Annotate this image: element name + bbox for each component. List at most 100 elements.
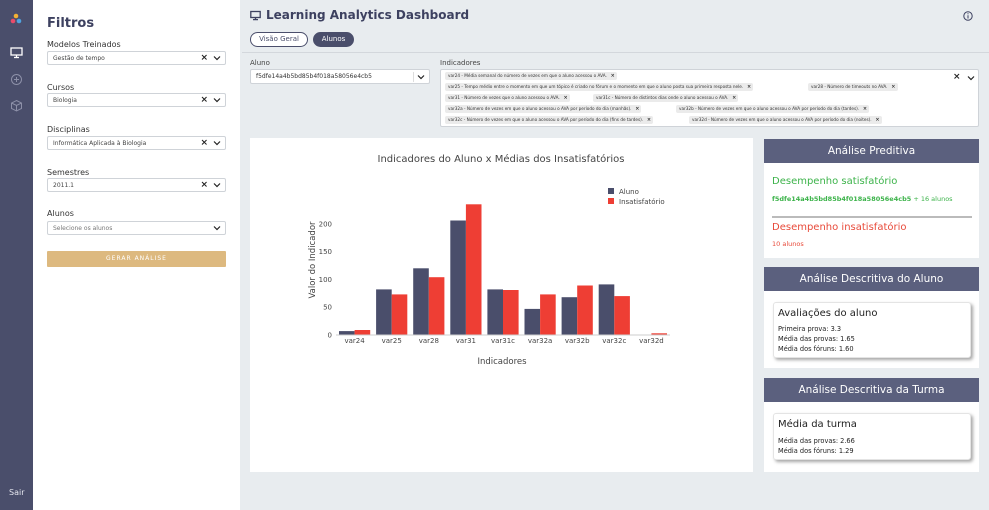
class-average-card: Média da turma Média das provas: 2.66 Mé… <box>773 413 971 460</box>
indicator-chip[interactable]: var32b - Número de vezes em que o aluno … <box>676 105 870 113</box>
chart-legend[interactable]: Aluno Insatisfatório <box>608 188 665 206</box>
alunos-placeholder: Selecione os alunos <box>53 225 113 232</box>
class-average-title: Média da turma <box>778 419 857 430</box>
indicator-chip[interactable]: var31 - Número de vezes que o aluno aces… <box>445 94 570 102</box>
semestres-label: Semestres <box>47 168 90 177</box>
bar-insatisfat-rio-var32a[interactable] <box>540 294 556 335</box>
clear-icon[interactable]: × <box>200 138 208 148</box>
chip-label: var32a - Número de vezes em que o aluno … <box>448 106 632 111</box>
indicadores-multiselect[interactable]: var24 - Média semanal do número de vezes… <box>440 69 979 127</box>
app-logo-icon[interactable] <box>10 13 22 25</box>
alunos-select[interactable]: Selecione os alunos <box>47 221 226 235</box>
info-icon[interactable] <box>963 11 973 21</box>
remove-icon[interactable]: × <box>862 106 868 112</box>
indicator-chip[interactable]: var32c - Número de vezes em que o aluno … <box>445 116 654 124</box>
remove-icon[interactable]: × <box>635 106 640 112</box>
remove-icon[interactable]: × <box>875 117 880 123</box>
indicator-chip[interactable]: var28 - Número de timeouts no AVA. × <box>808 83 898 91</box>
satisfactory-student-id[interactable]: f5dfe14a4b5bd85b4f018a58056e4cb5 <box>772 195 912 203</box>
satisfactory-students: f5dfe14a4b5bd85b4f018a58056e4cb5 + 16 al… <box>772 194 972 204</box>
legend-swatch[interactable] <box>608 198 614 204</box>
legend-swatch[interactable] <box>608 188 614 194</box>
modelos-select[interactable]: Gestão de tempo × <box>47 51 226 65</box>
cursos-select[interactable]: Biologia × <box>47 93 226 107</box>
gerar-analise-button[interactable]: GERAR ANÁLISE <box>47 251 226 267</box>
x-tick-label: var28 <box>419 337 439 345</box>
predictive-panel-title: Análise Preditiva <box>764 139 979 163</box>
indicator-chip[interactable]: var31c - Número de distintos dias onde o… <box>593 94 739 102</box>
bar-aluno-var31[interactable] <box>450 220 466 336</box>
remove-icon[interactable]: × <box>746 84 752 90</box>
student-grades-card: Avaliações do aluno Primeira prova: 3.3 … <box>773 302 971 358</box>
remove-icon[interactable]: × <box>563 95 568 101</box>
indicators-chart-panel: Indicadores do Aluno x Médias dos Insati… <box>250 138 753 472</box>
bar-aluno-var32c[interactable] <box>598 284 615 335</box>
logout-link[interactable]: Sair <box>9 488 25 497</box>
indicator-chip[interactable]: var32a - Número de vezes em que o aluno … <box>445 105 642 113</box>
chevron-down-icon[interactable] <box>213 181 221 189</box>
unsatisfactory-title: Desempenho insatisfatório <box>772 222 907 233</box>
chevron-down-icon[interactable] <box>417 73 425 81</box>
clear-icon[interactable]: × <box>200 180 208 190</box>
chip-label: var32b - Número de vezes em que o aluno … <box>679 106 860 111</box>
add-circle-icon[interactable] <box>10 73 23 86</box>
semestres-value: 2011.1 <box>53 182 74 189</box>
predictive-analysis-panel: Análise Preditiva Desempenho satisfatóri… <box>764 139 979 258</box>
indicator-chip[interactable]: var24 - Média semanal do número de vezes… <box>445 72 617 80</box>
chevron-down-icon[interactable] <box>213 139 221 147</box>
chip-label: var31 - Número de vezes que o aluno aces… <box>448 95 560 100</box>
bar-aluno-var25[interactable] <box>376 289 392 335</box>
legend-label[interactable]: Aluno <box>619 188 639 196</box>
y-tick-label: 50 <box>323 304 332 312</box>
tab-visao-geral[interactable]: Visão Geral <box>250 32 308 47</box>
chevron-down-icon[interactable] <box>213 96 221 104</box>
bar-insatisfat-rio-var32d[interactable] <box>651 333 667 335</box>
bar-insatisfat-rio-var31c[interactable] <box>503 290 519 335</box>
y-tick-label: 100 <box>319 276 332 284</box>
remove-icon[interactable]: × <box>891 84 896 90</box>
student-descriptive-title: Análise Descritiva do Aluno <box>764 267 979 291</box>
disciplinas-select[interactable]: Informática Aplicada à Biologia × <box>47 136 226 150</box>
remove-icon[interactable]: × <box>610 73 615 79</box>
clear-icon[interactable]: × <box>200 53 208 63</box>
cube-icon[interactable] <box>10 99 23 112</box>
class-tests-average: Média das provas: 2.66 <box>778 437 855 445</box>
satisfactory-title: Desempenho satisfatório <box>772 176 898 187</box>
filters-title: Filtros <box>47 16 95 31</box>
aluno-select[interactable]: f5dfe14a4b5bd85b4f018a58056e4cb5 <box>250 69 430 84</box>
semestres-select[interactable]: 2011.1 × <box>47 178 226 192</box>
bar-insatisfat-rio-var32b[interactable] <box>577 285 593 336</box>
bar-insatisfat-rio-var24[interactable] <box>354 330 371 335</box>
class-forums-average: Média dos fóruns: 1.29 <box>778 447 854 455</box>
remove-icon[interactable]: × <box>732 95 737 101</box>
bar-insatisfat-rio-var25[interactable] <box>391 294 408 335</box>
chevron-down-icon[interactable] <box>213 224 221 232</box>
clear-all-icon[interactable]: × <box>953 72 961 82</box>
legend-label[interactable]: Insatisfatório <box>619 198 665 206</box>
bar-aluno-var32b[interactable] <box>561 297 578 335</box>
remove-icon[interactable]: × <box>646 117 652 123</box>
bar-insatisfat-rio-var31[interactable] <box>465 204 482 335</box>
tab-alunos[interactable]: Alunos <box>313 32 354 47</box>
chip-label: var31c - Número de distintos dias onde o… <box>596 95 729 100</box>
indicator-chip[interactable]: var32d - Número de vezes em que o aluno … <box>689 116 882 124</box>
bar-chart: Indicadores do Aluno x Médias dos Insati… <box>308 153 670 367</box>
x-tick-label: var25 <box>382 337 402 345</box>
bar-aluno-var28[interactable] <box>413 268 429 335</box>
x-tick-label: var24 <box>344 337 365 345</box>
indicadores-label: Indicadores <box>440 59 481 67</box>
bar-aluno-var32a[interactable] <box>524 308 541 335</box>
bar-aluno-var31c[interactable] <box>487 289 503 335</box>
indicator-chip[interactable]: var25 - Tempo médio entre o momento em q… <box>445 83 754 91</box>
bar-insatisfat-rio-var28[interactable] <box>428 277 445 335</box>
clear-icon[interactable]: × <box>200 95 208 105</box>
chevron-down-icon[interactable] <box>213 54 221 62</box>
bar-aluno-var24[interactable] <box>339 331 355 335</box>
chevron-down-icon[interactable] <box>967 74 975 82</box>
select-separator <box>413 72 414 82</box>
monitor-icon[interactable] <box>10 46 23 59</box>
monitor-icon <box>250 10 261 21</box>
chip-label: var25 - Tempo médio entre o momento em q… <box>448 84 744 89</box>
x-tick-label: var31 <box>456 337 476 345</box>
bar-insatisfat-rio-var32c[interactable] <box>614 296 630 335</box>
